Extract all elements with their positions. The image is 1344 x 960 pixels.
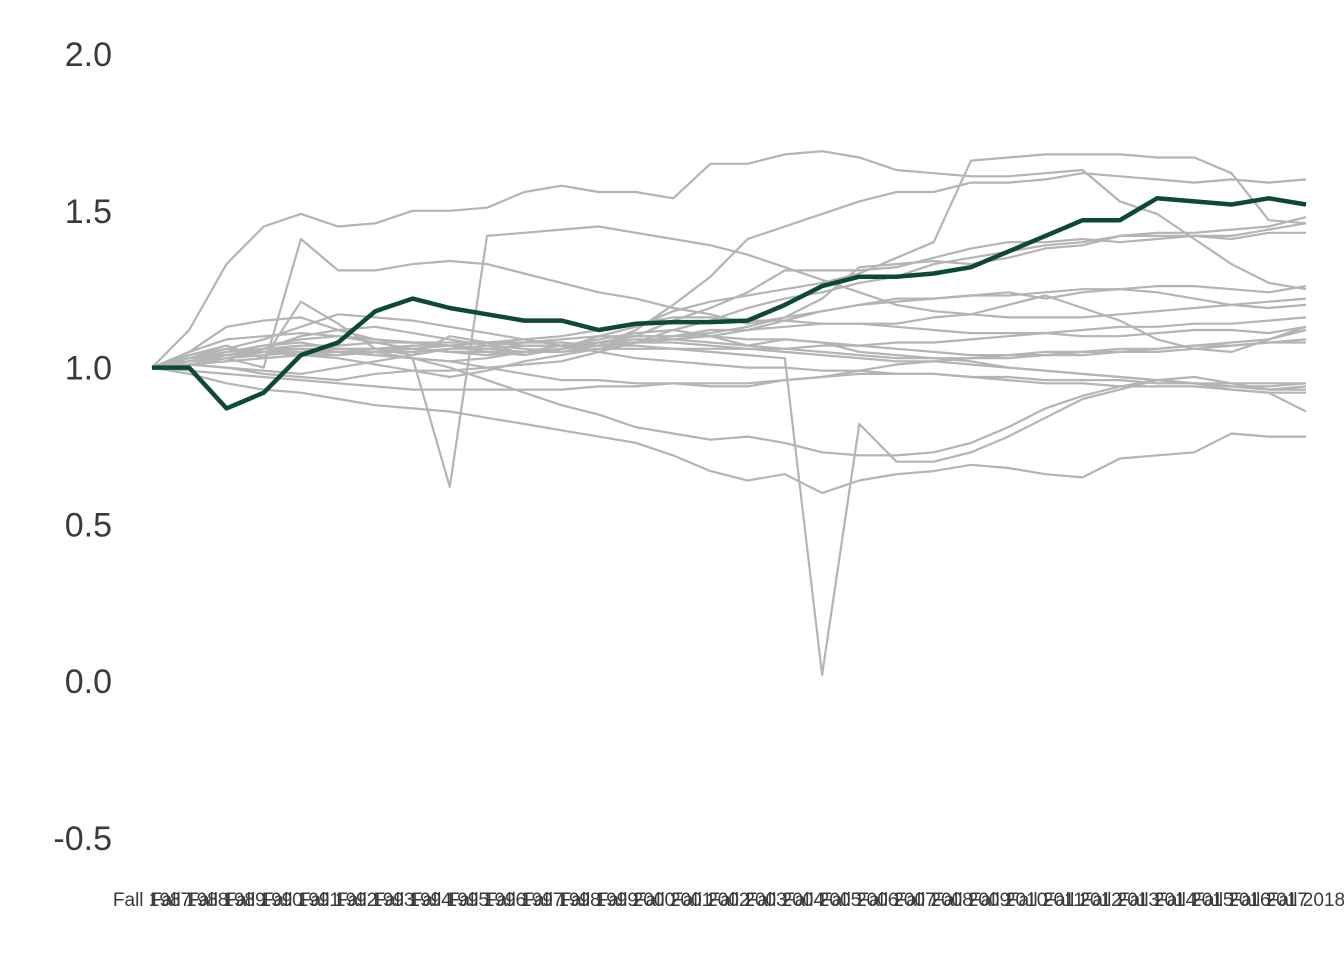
x-tick-label: Fall 2005 xyxy=(783,890,861,911)
highlight-series-line xyxy=(152,196,1307,411)
x-tick-label: Fall 1996 xyxy=(448,890,526,911)
highlight-series-group xyxy=(152,196,1307,411)
series-line-21 xyxy=(151,341,1306,677)
x-tick-label: Fall 2008 xyxy=(895,890,973,911)
background-series-group xyxy=(151,150,1307,677)
x-tick-label: Fall 1990 xyxy=(225,890,303,911)
y-tick-label: 1.5 xyxy=(65,193,112,231)
x-tick-label: Fall 1995 xyxy=(411,890,489,911)
series-line-13 xyxy=(151,366,1306,495)
x-tick-label: Fall 2015 xyxy=(1155,890,1233,911)
series-line-10 xyxy=(151,335,1306,385)
y-tick-label: 2.0 xyxy=(65,36,112,74)
x-tick-label: Fall 2004 xyxy=(746,890,825,911)
x-tick-label: Fall 2009 xyxy=(932,890,1010,911)
x-tick-label: Fall 1997 xyxy=(485,890,563,911)
x-tick-label: Fall 2001 xyxy=(634,890,712,911)
series-line-19 xyxy=(151,313,1307,388)
y-tick-label: -0.5 xyxy=(53,820,112,858)
x-tick-label: Fall 2014 xyxy=(1118,890,1197,911)
x-tick-label: Fall 2007 xyxy=(857,890,935,911)
x-tick-label: Fall 2000 xyxy=(597,890,675,911)
x-tick-label: Fall 2011 xyxy=(1007,890,1084,911)
x-tick-label: Fall 2002 xyxy=(671,890,749,911)
series-line-22 xyxy=(151,316,1307,369)
series-line-1 xyxy=(151,150,1307,369)
y-axis: 2.0 1.5 1.0 0.5 0.0 -0.5 xyxy=(53,36,112,858)
x-tick-label: Fall 2010 xyxy=(969,890,1047,911)
series-line-11 xyxy=(151,341,1307,391)
series-line-6 xyxy=(151,231,1306,382)
y-tick-label: 0.0 xyxy=(65,663,112,701)
x-tick-label: Fall 1989 xyxy=(187,890,265,911)
series-line-2 xyxy=(151,153,1307,369)
x-tick-label: Fall 2012 xyxy=(1044,890,1122,911)
series-line-4 xyxy=(151,222,1307,369)
x-tick-label: Fall 1994 xyxy=(373,890,452,911)
x-tick-label: Fall 2013 xyxy=(1081,890,1159,911)
x-tick-label: Fall 1988 xyxy=(150,890,228,911)
series-line-5 xyxy=(151,172,1307,369)
series-line-15 xyxy=(151,335,1306,375)
x-tick-label: Fall 1992 xyxy=(299,890,377,911)
y-tick-label: 0.5 xyxy=(65,506,112,544)
x-tick-label: Fall 1991 xyxy=(262,890,340,911)
series-line-12 xyxy=(151,366,1306,394)
x-tick-label: Fall 2006 xyxy=(820,890,898,911)
y-tick-label: 1.0 xyxy=(65,350,112,388)
x-tick-label: Fall 1999 xyxy=(560,890,638,911)
x-tick-label: Fall 1987 xyxy=(113,890,191,911)
series-line-20 xyxy=(151,225,1307,488)
x-tick-label: Fall 1998 xyxy=(522,890,600,911)
series-line-9 xyxy=(151,294,1307,379)
x-tick-label: Fall 2016 xyxy=(1192,890,1270,911)
x-tick-label: Fall 2003 xyxy=(709,890,787,911)
x-tick-label: Fall 2018 xyxy=(1267,890,1344,911)
x-tick-label: Fall 2017 xyxy=(1230,890,1308,911)
x-tick-label: Fall 1993 xyxy=(336,890,414,911)
series-line-14 xyxy=(151,341,1307,457)
